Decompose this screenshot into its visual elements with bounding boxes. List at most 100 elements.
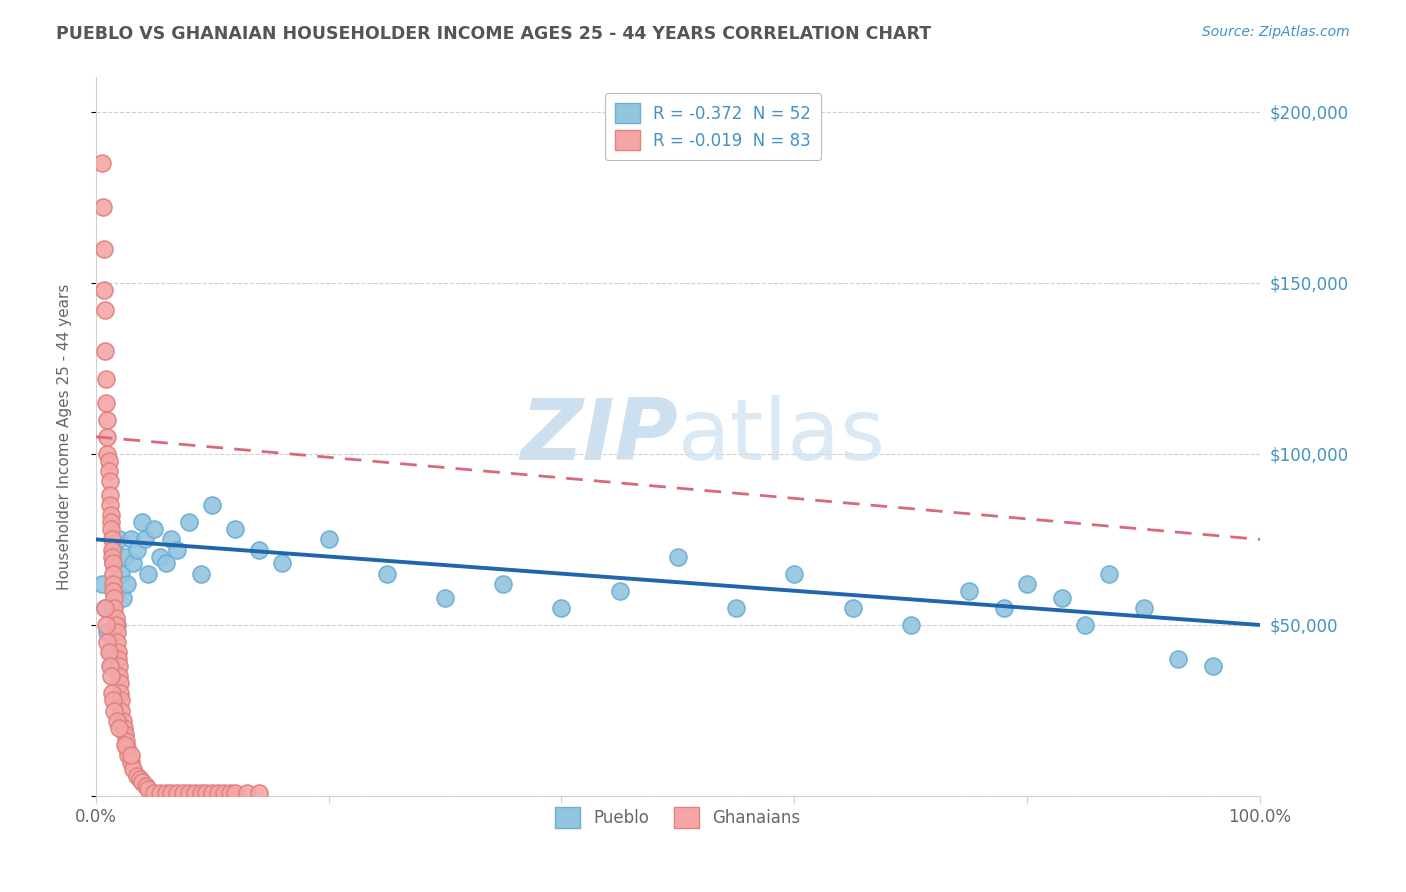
Point bbox=[98, 659, 121, 673]
Point bbox=[143, 522, 166, 536]
Point bbox=[131, 516, 153, 530]
Point bbox=[993, 600, 1015, 615]
Point bbox=[434, 591, 457, 605]
Point bbox=[97, 645, 120, 659]
Point bbox=[103, 693, 125, 707]
Point bbox=[97, 454, 120, 468]
Point bbox=[103, 600, 125, 615]
Point bbox=[236, 786, 259, 800]
Point bbox=[783, 566, 806, 581]
Point bbox=[201, 786, 224, 800]
Point bbox=[166, 542, 188, 557]
Point bbox=[103, 577, 125, 591]
Point bbox=[112, 721, 135, 735]
Point bbox=[1017, 577, 1039, 591]
Point bbox=[114, 727, 136, 741]
Point bbox=[103, 600, 125, 615]
Point bbox=[100, 508, 122, 523]
Point bbox=[224, 522, 246, 536]
Point bbox=[155, 557, 177, 571]
Point bbox=[105, 635, 128, 649]
Point bbox=[96, 447, 118, 461]
Point bbox=[375, 566, 398, 581]
Point bbox=[318, 533, 340, 547]
Point bbox=[177, 786, 200, 800]
Point bbox=[103, 591, 125, 605]
Point bbox=[114, 738, 136, 752]
Point bbox=[149, 549, 172, 564]
Point bbox=[190, 786, 212, 800]
Point bbox=[725, 600, 748, 615]
Point bbox=[1074, 618, 1097, 632]
Point bbox=[98, 475, 121, 489]
Point bbox=[271, 557, 294, 571]
Point bbox=[90, 577, 112, 591]
Point bbox=[115, 741, 138, 756]
Point bbox=[125, 542, 148, 557]
Point bbox=[98, 645, 121, 659]
Point bbox=[1167, 652, 1189, 666]
Point bbox=[100, 516, 122, 530]
Point bbox=[841, 600, 863, 615]
Text: atlas: atlas bbox=[678, 395, 886, 478]
Point bbox=[100, 669, 122, 683]
Point bbox=[96, 412, 118, 426]
Text: PUEBLO VS GHANAIAN HOUSEHOLDER INCOME AGES 25 - 44 YEARS CORRELATION CHART: PUEBLO VS GHANAIAN HOUSEHOLDER INCOME AG… bbox=[56, 25, 931, 43]
Point bbox=[94, 344, 117, 359]
Point bbox=[108, 721, 131, 735]
Point bbox=[120, 747, 142, 762]
Point bbox=[105, 624, 128, 639]
Point bbox=[114, 549, 136, 564]
Point bbox=[101, 686, 124, 700]
Point bbox=[93, 242, 115, 256]
Point bbox=[110, 693, 132, 707]
Point bbox=[103, 557, 125, 571]
Point bbox=[107, 652, 129, 666]
Point bbox=[115, 734, 138, 748]
Point bbox=[129, 772, 152, 786]
Point bbox=[172, 786, 194, 800]
Text: Source: ZipAtlas.com: Source: ZipAtlas.com bbox=[1202, 25, 1350, 39]
Point bbox=[94, 303, 117, 318]
Point bbox=[900, 618, 922, 632]
Legend: Pueblo, Ghanaians: Pueblo, Ghanaians bbox=[548, 801, 807, 835]
Point bbox=[131, 775, 153, 789]
Point bbox=[247, 542, 270, 557]
Point bbox=[98, 488, 121, 502]
Point bbox=[104, 611, 127, 625]
Point bbox=[201, 498, 224, 512]
Point bbox=[103, 583, 125, 598]
Point bbox=[103, 542, 125, 557]
Point bbox=[122, 762, 145, 776]
Point bbox=[224, 786, 246, 800]
Point bbox=[136, 782, 159, 797]
Point bbox=[1097, 566, 1119, 581]
Point bbox=[101, 549, 124, 564]
Point bbox=[108, 533, 131, 547]
Point bbox=[90, 156, 112, 170]
Point bbox=[93, 283, 115, 297]
Point bbox=[136, 566, 159, 581]
Point bbox=[177, 516, 200, 530]
Point bbox=[166, 786, 188, 800]
Point bbox=[117, 747, 139, 762]
Point bbox=[105, 618, 128, 632]
Point bbox=[609, 583, 631, 598]
Point bbox=[100, 522, 122, 536]
Point bbox=[96, 618, 118, 632]
Point bbox=[1202, 659, 1225, 673]
Point bbox=[666, 549, 689, 564]
Point bbox=[110, 566, 132, 581]
Point bbox=[111, 714, 134, 728]
Point bbox=[135, 779, 157, 793]
Point bbox=[110, 704, 132, 718]
Point bbox=[190, 566, 212, 581]
Point bbox=[96, 395, 118, 409]
Point bbox=[143, 786, 166, 800]
Point bbox=[120, 533, 142, 547]
Point bbox=[195, 786, 218, 800]
Point bbox=[115, 577, 138, 591]
Point bbox=[218, 786, 240, 800]
Point bbox=[149, 786, 172, 800]
Point bbox=[96, 371, 118, 385]
